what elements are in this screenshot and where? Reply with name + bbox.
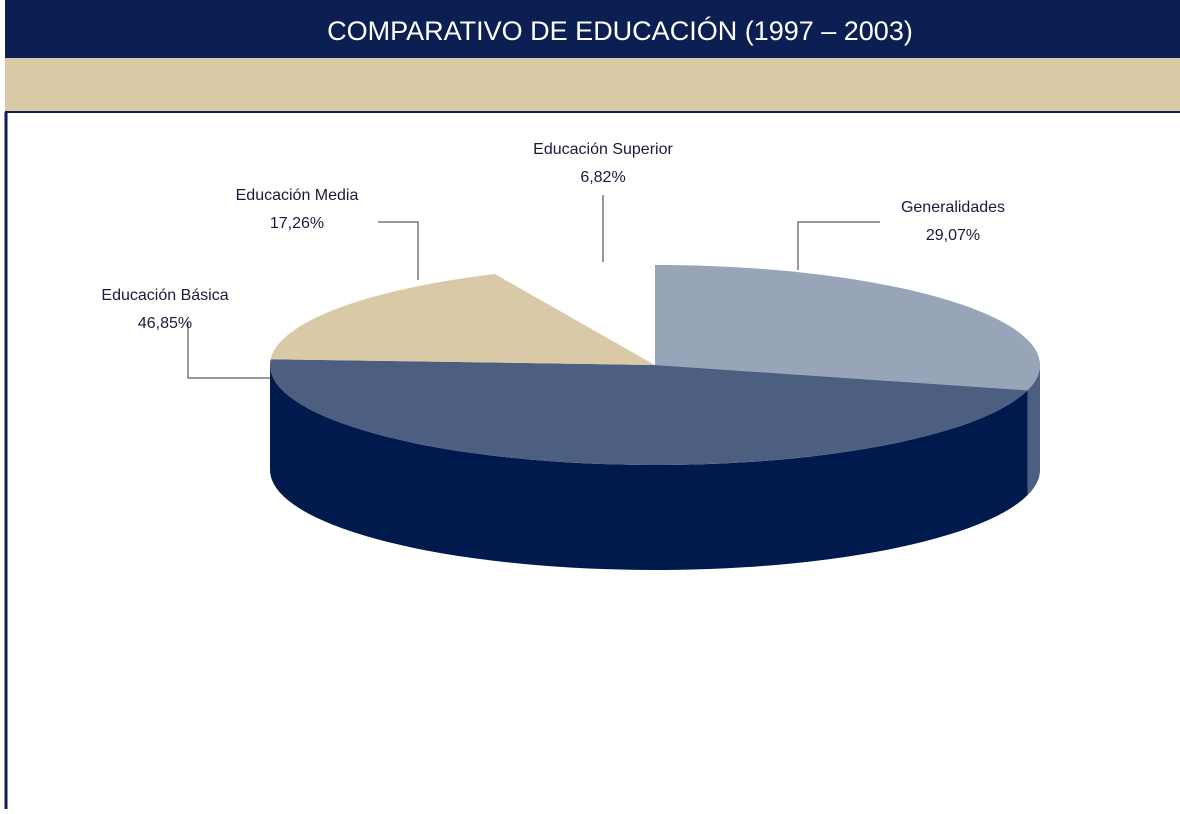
pie-slice bbox=[495, 265, 655, 365]
slice-label: Educación Básica bbox=[101, 287, 228, 304]
pie-side bbox=[1027, 365, 1040, 496]
chart-title: COMPARATIVO DE EDUCACIÓN (1997 – 2003) bbox=[327, 15, 913, 46]
leader-lines bbox=[187, 195, 880, 379]
pie-slice bbox=[655, 265, 1040, 391]
pie-slice bbox=[270, 359, 1028, 466]
slice-value-label: 29,07% bbox=[926, 227, 980, 244]
leader-line bbox=[187, 322, 270, 379]
slice-label: Generalidades bbox=[901, 199, 1005, 216]
pie-slice bbox=[270, 274, 655, 365]
pie-side bbox=[270, 365, 1028, 570]
leader-line bbox=[378, 221, 419, 280]
sub-bar bbox=[5, 58, 1180, 112]
slice-value-label: 17,26% bbox=[270, 215, 324, 232]
slice-label: Educación Media bbox=[236, 187, 359, 204]
leader-line bbox=[797, 221, 880, 270]
title-bar bbox=[5, 0, 1180, 58]
slice-value-label: 46,85% bbox=[138, 315, 192, 332]
slice-value-label: 6,82% bbox=[580, 169, 625, 186]
slice-label: Educación Superior bbox=[533, 141, 673, 158]
